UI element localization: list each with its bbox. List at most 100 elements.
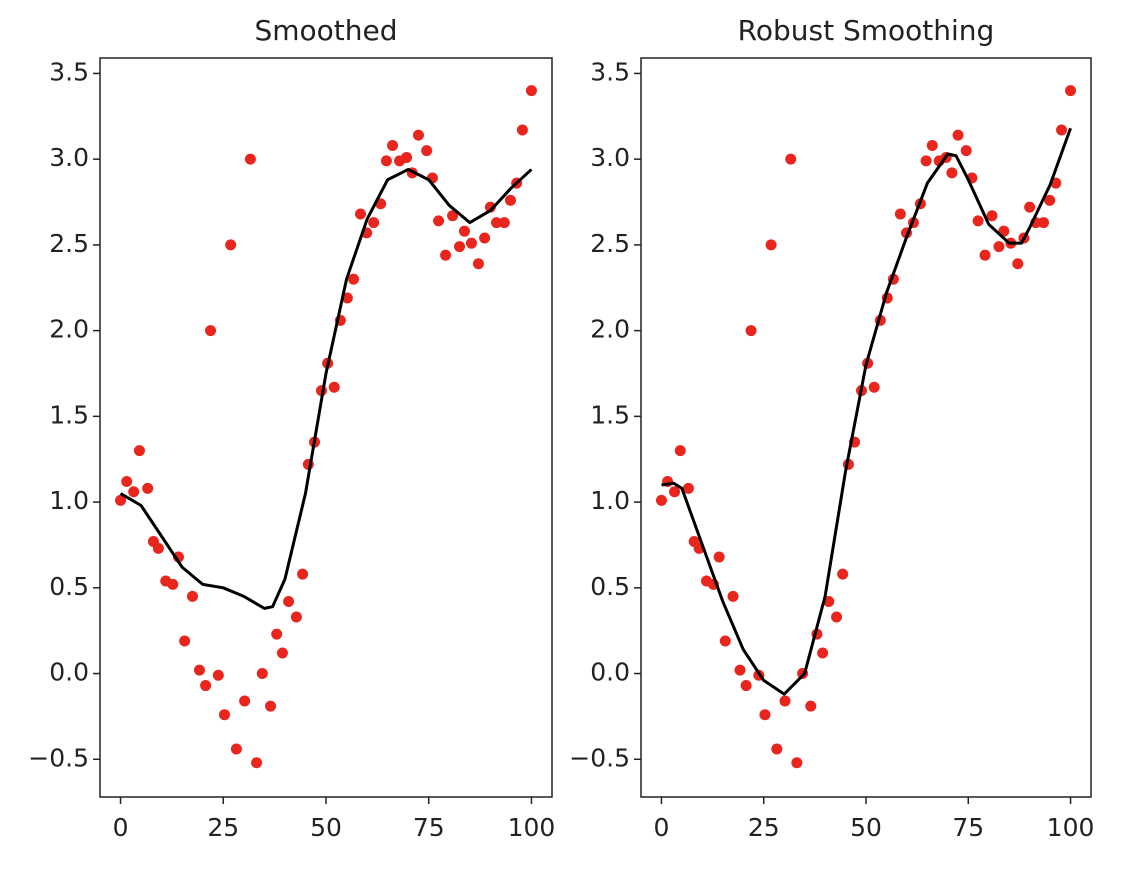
scatter-point bbox=[142, 482, 154, 494]
scatter-point bbox=[230, 743, 242, 755]
plot-area bbox=[115, 85, 537, 769]
scatter-point bbox=[283, 596, 295, 608]
x-tick-label: 25 bbox=[748, 813, 780, 842]
scatter-point bbox=[465, 237, 477, 249]
scatter-point bbox=[894, 208, 906, 220]
y-tick-label: 1.5 bbox=[590, 400, 630, 429]
subplot: Robust Smoothing 0 25 50 75 100 −0.5 0.0 0.5 1.0 1… bbox=[569, 14, 1094, 842]
scatter-point bbox=[972, 215, 984, 227]
scatter-point bbox=[498, 217, 510, 229]
scatter-point bbox=[1012, 258, 1024, 270]
y-tick-label: 2.5 bbox=[49, 229, 89, 258]
scatter-point bbox=[341, 292, 353, 304]
scatter-point bbox=[348, 273, 360, 285]
scatter-point bbox=[655, 494, 667, 506]
scatter-point bbox=[265, 700, 277, 712]
scatter-point bbox=[779, 695, 791, 707]
scatter-point bbox=[805, 700, 817, 712]
x-tick-label: 75 bbox=[413, 813, 445, 842]
scatter-point bbox=[401, 151, 413, 163]
scatter-point bbox=[1024, 201, 1036, 213]
scatter-point bbox=[669, 486, 681, 498]
x-tick-label: 50 bbox=[310, 813, 342, 842]
y-tick-label: 0.0 bbox=[590, 658, 630, 687]
scatter-point bbox=[745, 325, 757, 337]
scatter-point bbox=[458, 225, 470, 237]
scatter-point bbox=[133, 445, 145, 457]
y-tick-label: 2.5 bbox=[590, 229, 630, 258]
scatter-point bbox=[1065, 85, 1077, 97]
scatter-point bbox=[868, 381, 880, 393]
scatter-point bbox=[771, 743, 783, 755]
scatter-point bbox=[225, 239, 237, 251]
scatter-point bbox=[239, 695, 251, 707]
y-tick-label: 3.0 bbox=[49, 143, 89, 172]
scatter-point bbox=[276, 647, 288, 659]
scatter-point bbox=[946, 167, 958, 179]
scatter-point bbox=[290, 611, 302, 623]
scatter-point bbox=[251, 757, 263, 769]
scatter-point bbox=[479, 232, 491, 244]
x-tick-label: 25 bbox=[207, 813, 239, 842]
scatter-point bbox=[205, 325, 217, 337]
scatter-point bbox=[785, 153, 797, 165]
scatter-point bbox=[121, 476, 133, 488]
scatter-point bbox=[454, 241, 466, 253]
axes-frame bbox=[99, 57, 553, 798]
scatter-point bbox=[200, 680, 212, 692]
subplot-title: Smoothed bbox=[254, 14, 397, 47]
scatter-point bbox=[387, 139, 399, 151]
scatter-point bbox=[823, 596, 835, 608]
x-tick-label: 100 bbox=[1047, 813, 1095, 842]
scatter-point bbox=[355, 208, 367, 220]
scatter-point bbox=[817, 647, 829, 659]
y-tick-label: 1.5 bbox=[49, 400, 89, 429]
y-tick-label: 0.5 bbox=[590, 572, 630, 601]
scatter-point bbox=[412, 129, 424, 141]
scatter-point bbox=[380, 155, 392, 167]
scatter-point bbox=[504, 194, 516, 206]
scatter-point bbox=[920, 155, 932, 167]
scatter-point bbox=[115, 494, 127, 506]
x-tick-label: 100 bbox=[508, 813, 556, 842]
y-tick-label: 3.0 bbox=[590, 143, 630, 172]
scatter-point bbox=[128, 486, 140, 498]
scatter-point bbox=[1038, 217, 1050, 229]
y-tick-label: 0.0 bbox=[49, 658, 89, 687]
plot-area bbox=[655, 85, 1077, 769]
scatter-point bbox=[472, 258, 484, 270]
y-tick-label: 3.5 bbox=[49, 57, 89, 86]
scatter-point bbox=[740, 680, 752, 692]
x-tick-label: 0 bbox=[654, 813, 670, 842]
y-tick-label: 2.0 bbox=[590, 315, 630, 344]
scatter-point bbox=[440, 249, 452, 261]
scatter-point bbox=[682, 482, 694, 494]
scatter-point bbox=[837, 568, 849, 580]
scatter-point bbox=[491, 217, 503, 229]
scatter-point bbox=[674, 445, 686, 457]
scatter-point bbox=[244, 153, 256, 165]
y-tick-label: 1.0 bbox=[49, 486, 89, 515]
scatter-point bbox=[447, 210, 459, 222]
scatter-point bbox=[167, 578, 179, 590]
scatter-point bbox=[193, 664, 205, 676]
y-tick-label: 2.0 bbox=[49, 315, 89, 344]
y-tick-label: −0.5 bbox=[569, 743, 630, 772]
scatter-point bbox=[727, 590, 739, 602]
scatter-point bbox=[186, 590, 198, 602]
x-tick-label: 75 bbox=[952, 813, 984, 842]
scatter-point bbox=[993, 241, 1005, 253]
scatter-point bbox=[952, 129, 964, 141]
subplot: Smoothed 0 25 50 75 100 −0.5 0.0 0.5 1.0 1.5 2.0 2.5… bbox=[28, 14, 555, 842]
scatter-point bbox=[525, 85, 537, 97]
scatter-point bbox=[734, 664, 746, 676]
scatter-point bbox=[713, 551, 725, 563]
scatter-point bbox=[1044, 194, 1056, 206]
scatter-point bbox=[271, 628, 283, 640]
scatter-point bbox=[433, 215, 445, 227]
smooth-line bbox=[661, 127, 1072, 696]
scatter-point bbox=[256, 668, 268, 680]
subplot-title: Robust Smoothing bbox=[738, 14, 995, 47]
scatter-point bbox=[1056, 124, 1068, 136]
